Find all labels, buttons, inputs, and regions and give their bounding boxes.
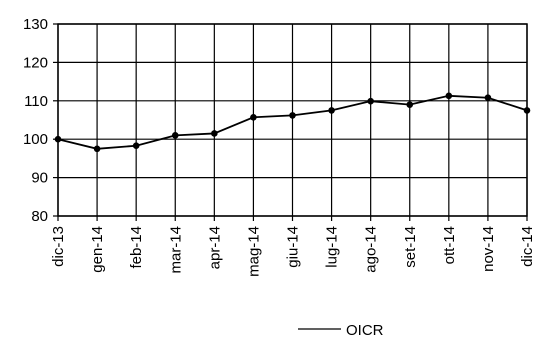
legend-label-oicr: OICR xyxy=(346,322,384,338)
x-tick-label: mar-14 xyxy=(167,226,184,274)
data-point xyxy=(93,145,101,153)
y-tick-label: 130 xyxy=(23,16,48,33)
x-tick-label: dic-13 xyxy=(50,226,67,267)
y-axis: 80 90 100 110 120 130 xyxy=(23,16,58,225)
x-axis: dic-13 gen-14 feb-14 mar-14 apr-14 mag-14 giu-… xyxy=(50,216,536,277)
y-tick-label: 90 xyxy=(31,170,48,187)
data-point xyxy=(367,97,374,105)
y-tick-label: 110 xyxy=(24,93,48,110)
y-tick-label: 120 xyxy=(23,54,48,71)
x-tick-label: dic-14 xyxy=(519,226,536,267)
data-point xyxy=(484,94,492,102)
x-tick-label: gen-14 xyxy=(89,226,106,273)
x-tick-label: apr-14 xyxy=(206,226,223,269)
x-tick-label: giu-14 xyxy=(285,226,302,268)
data-point xyxy=(523,107,531,114)
x-tick-label: nov-14 xyxy=(480,226,497,272)
data-point xyxy=(289,112,296,119)
x-tick-label: lug-14 xyxy=(324,226,341,268)
data-point xyxy=(171,132,179,139)
legend: OICR xyxy=(298,322,384,338)
x-tick-label: ago-14 xyxy=(363,226,380,273)
data-point xyxy=(54,135,62,143)
data-point xyxy=(132,142,140,150)
gridlines xyxy=(57,23,528,217)
data-point xyxy=(445,92,453,100)
series-layer xyxy=(54,92,531,153)
data-point xyxy=(211,130,218,137)
x-tick-label: set-14 xyxy=(402,226,419,268)
data-point xyxy=(328,107,335,114)
x-tick-label: mag-14 xyxy=(245,226,262,277)
y-tick-label: 100 xyxy=(23,131,48,148)
y-tick-label: 80 xyxy=(31,208,48,225)
x-tick-label: ott-14 xyxy=(441,226,458,264)
x-tick-label: feb-14 xyxy=(128,226,145,269)
data-point xyxy=(250,114,257,121)
data-point xyxy=(406,101,414,108)
